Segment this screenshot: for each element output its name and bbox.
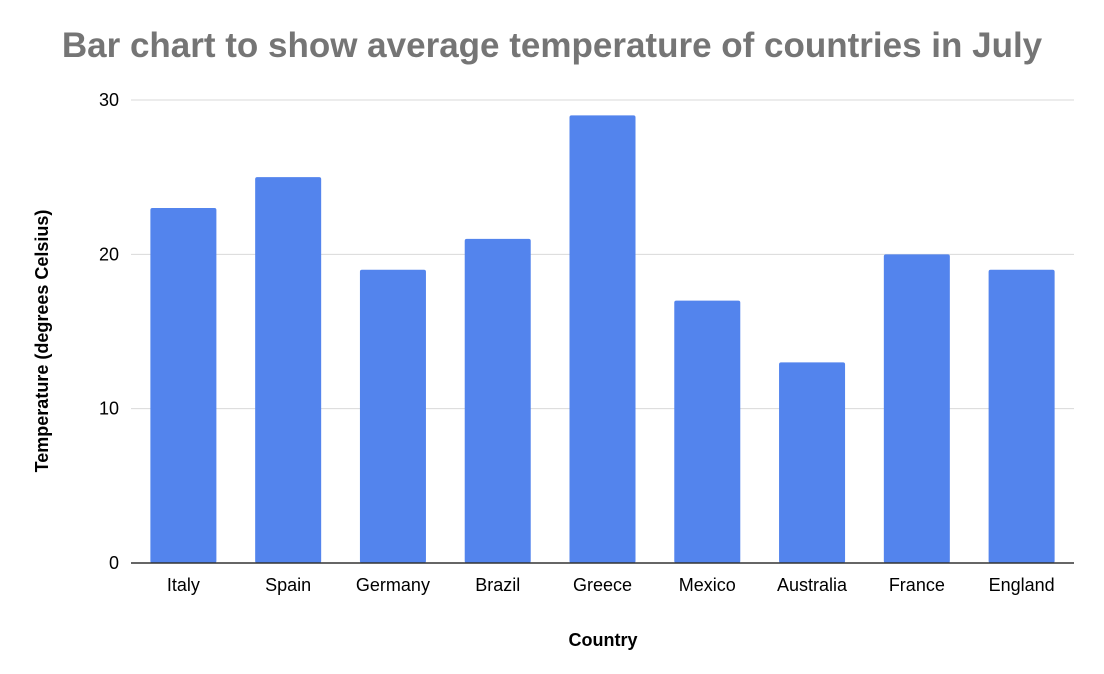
x-tick-label: Italy — [167, 575, 200, 595]
bar-brazil — [464, 238, 531, 563]
bar-england — [988, 269, 1055, 563]
y-tick-label: 20 — [99, 244, 119, 264]
chart-title: Bar chart to show average temperature of… — [61, 26, 1043, 65]
x-tick-label: Mexico — [679, 575, 736, 595]
y-tick-labels: 0 10 20 30 — [99, 90, 119, 573]
x-axis-title: Country — [569, 630, 638, 650]
y-tick-label: 30 — [99, 90, 119, 110]
x-tick-label: England — [989, 575, 1055, 595]
bar-mexico — [674, 300, 741, 563]
x-tick-label: Spain — [265, 575, 311, 595]
bar-spain — [255, 177, 322, 563]
y-tick-label: 0 — [109, 553, 119, 573]
x-tick-label: Germany — [356, 575, 430, 595]
bar-australia — [779, 362, 846, 563]
x-tick-label: France — [889, 575, 945, 595]
x-tick-label: Brazil — [475, 575, 520, 595]
y-axis-title: Temperature (degrees Celsius) — [32, 210, 52, 473]
bar-greece — [569, 115, 636, 563]
bar-italy — [150, 208, 217, 564]
x-tick-label: Greece — [573, 575, 632, 595]
x-tick-labels: Italy Spain Germany Brazil Greece Mexico Austr… — [167, 575, 1055, 595]
bar-france — [883, 254, 950, 564]
y-tick-label: 10 — [99, 399, 119, 419]
bar-germany — [359, 269, 426, 563]
bars — [150, 115, 1055, 564]
x-tick-label: Australia — [777, 575, 848, 595]
